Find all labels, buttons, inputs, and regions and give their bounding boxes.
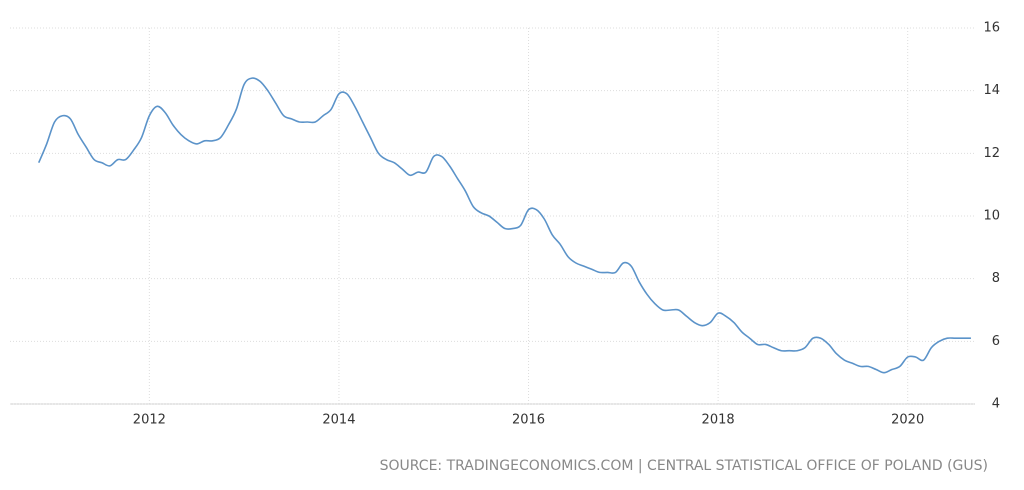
x-tick-label: 2014 <box>322 413 355 428</box>
y-tick-label: 6 <box>992 334 1000 349</box>
y-tick-label: 4 <box>992 397 1000 412</box>
y-tick-label: 10 <box>983 209 1000 224</box>
y-tick-label: 8 <box>992 271 1000 286</box>
y-tick-label: 16 <box>983 21 1000 36</box>
source: SOURCE: TRADINGECONOMICS.COM | CENTRAL S… <box>380 458 988 474</box>
x-tick-label: 2016 <box>512 413 545 428</box>
x-tick-label: 2012 <box>133 413 166 428</box>
x-tick-label: 2018 <box>702 413 735 428</box>
y-tick-label: 14 <box>983 83 1000 98</box>
line <box>37 77 971 374</box>
x-tick-label: 2020 <box>891 413 924 428</box>
y-tick-label: 12 <box>983 146 1000 161</box>
